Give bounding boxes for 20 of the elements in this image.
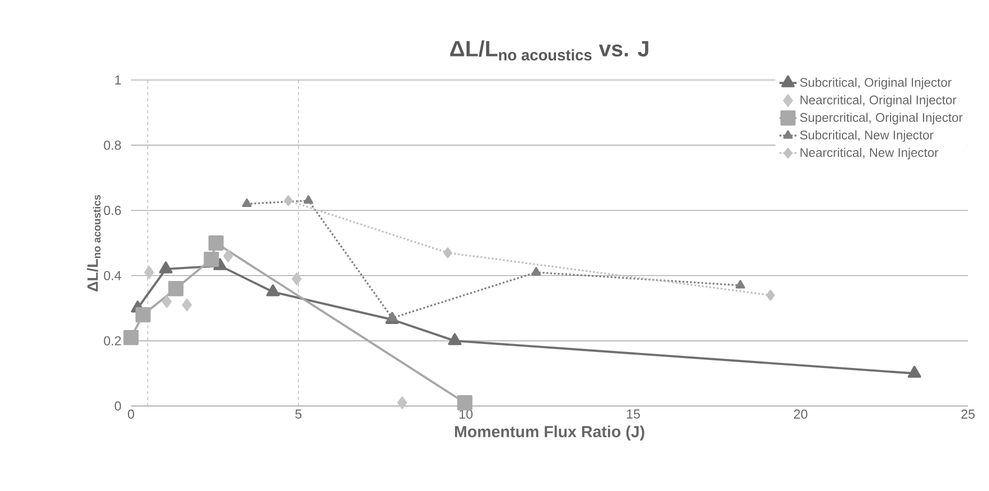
y-tick-label: 0.8 <box>104 140 121 150</box>
x-tick-label: 20 <box>794 410 808 419</box>
y-tick-label: 0.2 <box>104 336 121 346</box>
x-tick-label: 0 <box>128 410 134 419</box>
x-tick-label: 5 <box>295 410 302 419</box>
x-tick-label: 15 <box>626 410 640 419</box>
x-axis-title: Momentum Flux Ratio (J) <box>455 426 644 440</box>
y-tick-label: 0 <box>114 401 121 411</box>
y-axis-title: $\text{ΔL/L}_{\text{no acoustics}}$ <box>86 194 101 292</box>
legend-label: Nearcritical, New Injector <box>800 148 938 160</box>
x-tick-label: 25 <box>961 410 975 419</box>
x-tick-label: 10 <box>460 410 473 419</box>
y-tick-label: 0.6 <box>104 206 121 215</box>
legend-label: Subcritical, New Injector <box>800 130 934 142</box>
legend-label: Nearcritical, Original Injector <box>800 95 956 107</box>
legend-label: Subcritical, Original Injector <box>800 78 952 90</box>
chart-title: $\text{ΔL/L}_{\text{no acoustics}}\text{ vs. J}$ <box>450 40 648 61</box>
y-tick-label: 1 <box>115 76 121 84</box>
legend-label: Supercritical, Original Injector <box>800 112 963 124</box>
y-tick-label: 0.4 <box>104 270 122 280</box>
